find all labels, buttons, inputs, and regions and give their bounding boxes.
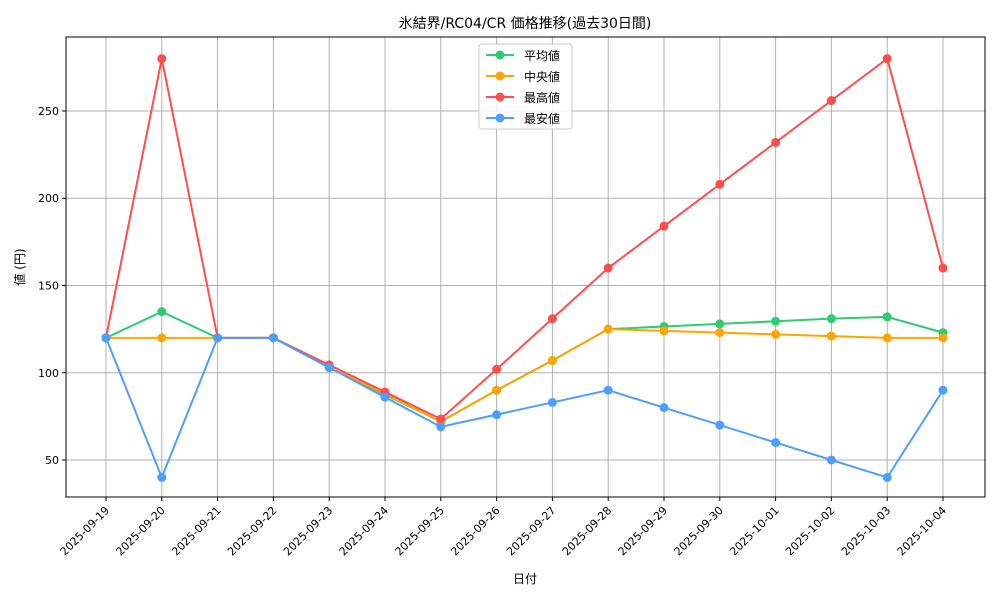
legend-label: 平均値 xyxy=(524,48,560,63)
series-line-3 xyxy=(105,336,944,481)
x-tick-label: 2025-10-03 xyxy=(839,504,893,558)
x-tick-label: 2025-10-04 xyxy=(895,504,949,558)
y-tick-label: 200 xyxy=(38,192,59,205)
y-tick-label: 150 xyxy=(38,279,59,292)
data-point xyxy=(826,314,836,324)
x-tick-label: 2025-09-29 xyxy=(616,504,670,558)
data-point xyxy=(101,333,111,343)
data-point xyxy=(157,307,167,317)
data-point xyxy=(324,363,334,373)
data-point xyxy=(715,420,725,430)
x-tick-label: 2025-09-30 xyxy=(672,504,726,558)
data-point xyxy=(603,385,613,395)
data-point xyxy=(771,329,781,339)
x-tick-label: 2025-09-23 xyxy=(281,504,335,558)
data-point xyxy=(715,328,725,338)
y-tick-label: 50 xyxy=(45,454,59,467)
x-tick-label: 2025-09-24 xyxy=(337,504,391,558)
data-point xyxy=(492,410,502,420)
data-point xyxy=(826,331,836,341)
data-point xyxy=(771,137,781,147)
legend-label: 最高値 xyxy=(524,90,560,105)
legend-box xyxy=(478,43,573,130)
data-point xyxy=(938,385,948,395)
legend-label: 最安値 xyxy=(524,111,560,126)
y-tick-label: 100 xyxy=(38,367,59,380)
x-tick-label: 2025-09-25 xyxy=(393,504,447,558)
data-point xyxy=(547,314,557,324)
data-point xyxy=(157,472,167,482)
legend-marker xyxy=(495,50,505,60)
data-point xyxy=(715,179,725,189)
x-tick-label: 2025-10-02 xyxy=(783,504,837,558)
data-point xyxy=(157,54,167,64)
data-point xyxy=(157,333,167,343)
legend-marker xyxy=(495,71,505,81)
legend-marker xyxy=(495,113,505,123)
x-tick-label: 2025-09-19 xyxy=(58,504,112,558)
y-axis-label: 値 (円) xyxy=(12,248,27,285)
x-tick-label: 2025-10-01 xyxy=(727,504,781,558)
data-point xyxy=(603,324,613,334)
data-point xyxy=(826,455,836,465)
data-point xyxy=(436,422,446,432)
x-tick-label: 2025-09-22 xyxy=(225,504,279,558)
data-point xyxy=(492,385,502,395)
data-point xyxy=(771,438,781,448)
data-point xyxy=(659,326,669,336)
legend-marker xyxy=(495,92,505,102)
data-point xyxy=(659,221,669,231)
data-point xyxy=(715,319,725,329)
data-point xyxy=(882,472,892,482)
data-point xyxy=(882,333,892,343)
y-tick-label: 250 xyxy=(38,105,59,118)
data-point xyxy=(380,392,390,402)
series-line-0 xyxy=(105,310,944,423)
chart-title: 氷結界/RC04/CR 価格推移(過去30日間) xyxy=(399,16,652,32)
data-point xyxy=(938,333,948,343)
data-point xyxy=(882,54,892,64)
data-point xyxy=(659,403,669,413)
legend-label: 中央値 xyxy=(524,69,560,84)
data-point xyxy=(547,356,557,366)
data-point xyxy=(547,397,557,407)
data-point xyxy=(826,96,836,106)
data-point xyxy=(268,333,278,343)
x-tick-label: 2025-09-26 xyxy=(448,504,502,558)
data-point xyxy=(492,364,502,374)
data-point xyxy=(436,414,446,424)
data-point xyxy=(771,316,781,326)
x-tick-label: 2025-09-27 xyxy=(504,504,558,558)
data-point xyxy=(882,312,892,322)
data-point xyxy=(603,263,613,273)
data-point xyxy=(213,333,223,343)
x-tick-label: 2025-09-20 xyxy=(114,504,168,558)
data-point xyxy=(938,263,948,273)
plot-frame xyxy=(65,36,986,498)
x-axis-label: 日付 xyxy=(513,572,537,586)
x-tick-label: 2025-09-21 xyxy=(169,504,223,558)
x-tick-label: 2025-09-28 xyxy=(560,504,614,558)
